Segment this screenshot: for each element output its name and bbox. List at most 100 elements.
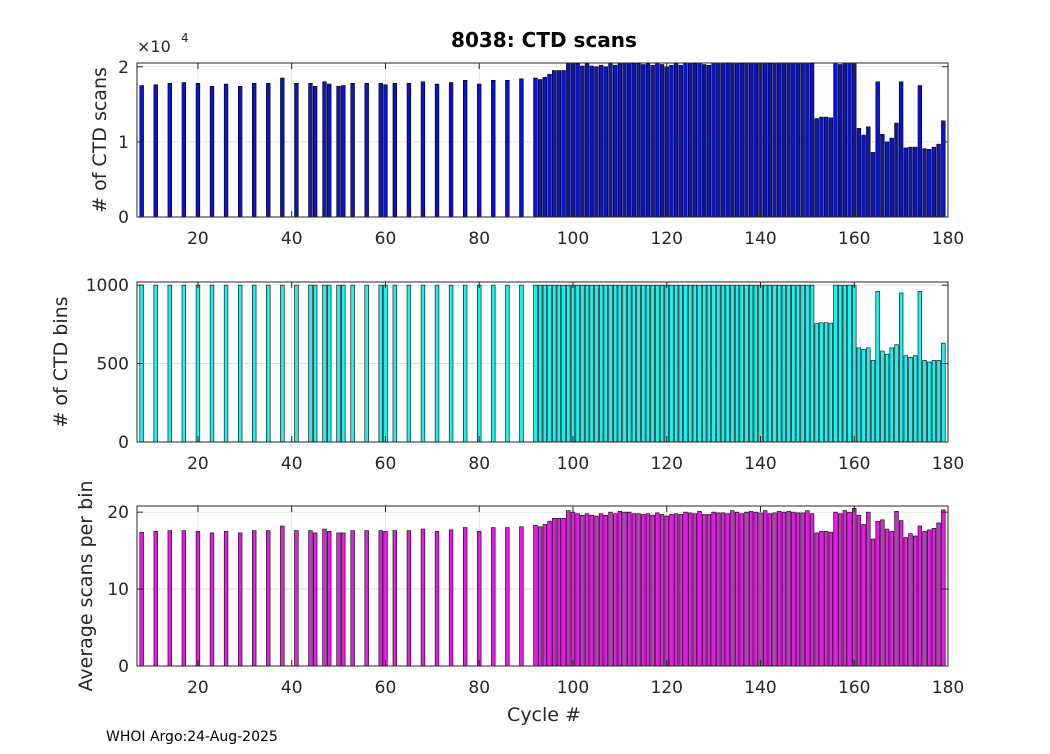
bar xyxy=(392,82,398,218)
bar xyxy=(814,532,819,667)
bar xyxy=(908,146,913,218)
bar xyxy=(631,513,637,667)
bar xyxy=(730,62,735,218)
bar xyxy=(917,525,923,667)
bar xyxy=(645,284,651,443)
bar xyxy=(237,532,243,667)
bar xyxy=(280,525,285,667)
bar xyxy=(786,511,791,667)
x-tick-label: 80 xyxy=(468,454,490,474)
bar xyxy=(603,284,608,443)
bar xyxy=(580,284,585,443)
x-tick-label: 60 xyxy=(375,678,397,698)
bar xyxy=(505,284,510,443)
bar xyxy=(542,76,548,218)
x-tick-label: 180 xyxy=(932,229,964,249)
bar xyxy=(252,82,257,218)
bar xyxy=(383,284,388,443)
bar xyxy=(842,284,848,443)
bar xyxy=(856,347,862,443)
bar xyxy=(809,513,815,667)
y-tick-label: 0 xyxy=(118,657,129,677)
bar xyxy=(720,62,726,218)
bar xyxy=(612,513,618,667)
bar xyxy=(570,284,576,443)
bar xyxy=(730,510,735,667)
bar xyxy=(617,62,623,218)
bar xyxy=(645,63,651,218)
bar xyxy=(772,62,777,218)
bar xyxy=(927,529,932,667)
bar xyxy=(575,63,580,218)
bar xyxy=(420,81,426,218)
bar xyxy=(800,62,805,218)
bar xyxy=(767,284,773,443)
x-tick-label: 60 xyxy=(375,454,397,474)
bar xyxy=(589,65,594,218)
bar xyxy=(870,152,876,218)
bar xyxy=(814,323,819,443)
bar xyxy=(631,284,637,443)
bar xyxy=(734,511,740,667)
bar xyxy=(561,518,566,667)
bar xyxy=(561,284,566,443)
bar xyxy=(364,530,369,667)
bar xyxy=(561,70,566,218)
bar xyxy=(655,284,660,443)
bar xyxy=(711,511,716,667)
bar xyxy=(547,284,552,443)
bar xyxy=(659,514,665,667)
bar xyxy=(748,62,754,218)
bar xyxy=(392,284,398,443)
bar xyxy=(153,531,158,667)
bar xyxy=(866,126,871,218)
bar xyxy=(650,514,655,667)
bar xyxy=(195,284,201,443)
bar xyxy=(716,62,721,218)
bar xyxy=(936,143,941,218)
bar xyxy=(734,62,740,218)
footer-text: WHOI Argo:24-Aug-2025 xyxy=(106,729,278,745)
bar xyxy=(645,513,651,667)
bar xyxy=(927,149,932,218)
bar xyxy=(758,512,763,667)
x-tick-label: 20 xyxy=(187,678,209,698)
bar xyxy=(636,63,641,218)
bar xyxy=(341,532,346,667)
bar xyxy=(861,134,866,218)
bar xyxy=(833,511,838,667)
x-tick-label: 140 xyxy=(744,678,776,698)
bar xyxy=(448,82,454,218)
y-tick-label: 1 xyxy=(118,133,129,153)
bar xyxy=(847,62,852,218)
bar xyxy=(336,284,341,443)
bar xyxy=(791,284,796,443)
bar xyxy=(139,531,144,667)
bar xyxy=(280,77,285,218)
bar xyxy=(931,146,937,218)
bar xyxy=(687,62,693,218)
bar xyxy=(209,284,215,443)
bar xyxy=(739,513,744,667)
bar xyxy=(683,62,688,218)
bar xyxy=(800,284,805,443)
x-tick-label: 120 xyxy=(651,229,683,249)
bar xyxy=(852,62,857,218)
bar xyxy=(598,64,604,218)
bar xyxy=(617,284,623,443)
bar xyxy=(664,284,669,443)
bar xyxy=(898,292,904,443)
bar xyxy=(861,349,866,443)
bar xyxy=(547,521,552,667)
bar xyxy=(566,62,571,218)
bar xyxy=(692,63,698,218)
bar xyxy=(861,524,866,667)
bar xyxy=(622,62,627,218)
bar xyxy=(327,83,332,218)
bar xyxy=(791,62,796,218)
bar xyxy=(477,284,482,443)
y-tick-label: 2 xyxy=(118,58,129,78)
bar xyxy=(837,284,843,443)
bar xyxy=(913,535,918,667)
